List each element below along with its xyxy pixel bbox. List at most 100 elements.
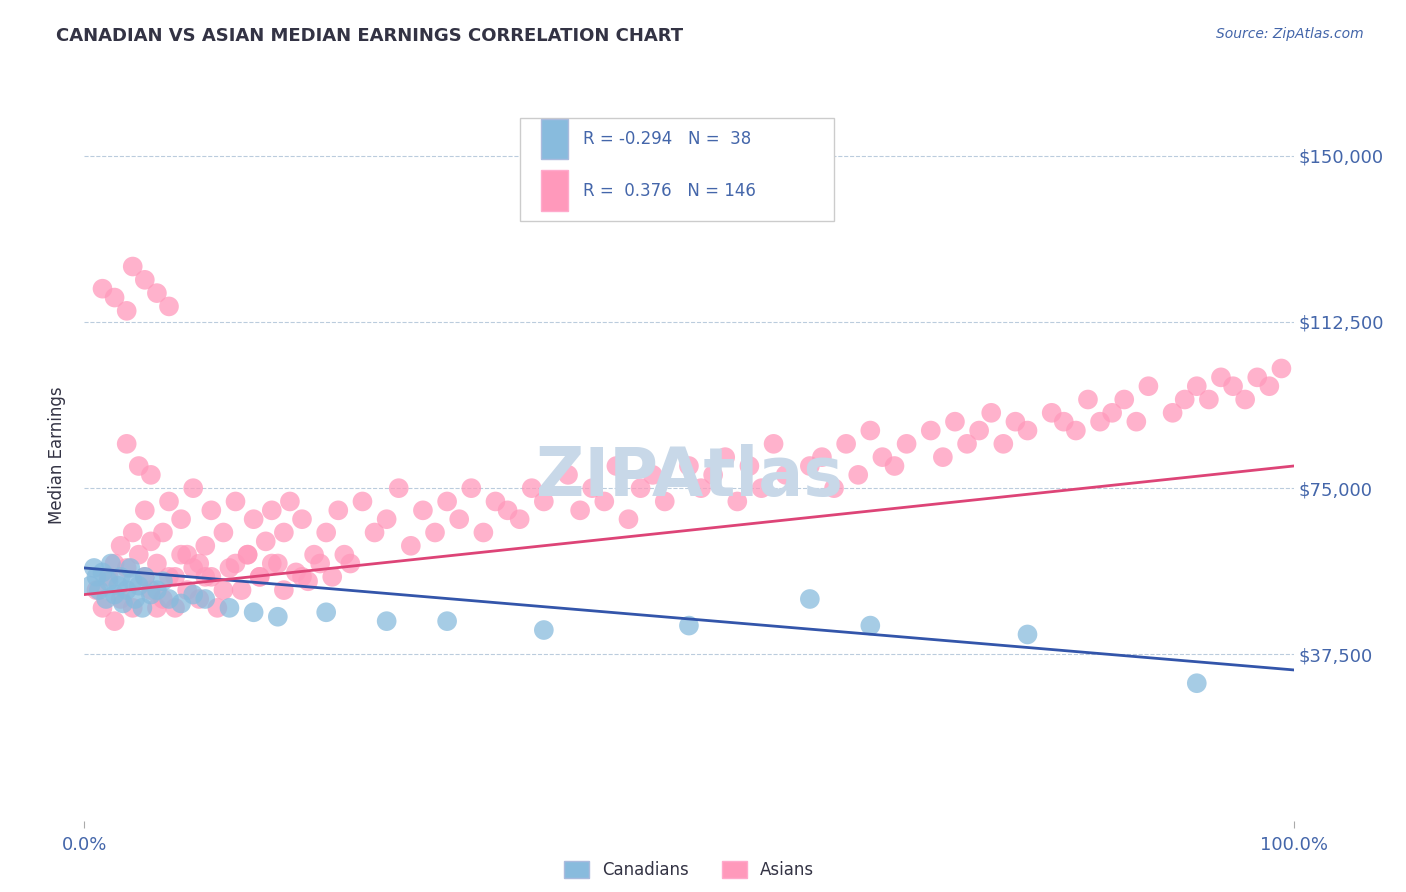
Point	[375, 614, 398, 628]
Point	[690, 481, 713, 495]
Point	[104, 614, 127, 628]
Point	[218, 600, 240, 615]
Point	[134, 273, 156, 287]
Point	[194, 592, 217, 607]
Point	[200, 503, 222, 517]
Point	[617, 512, 640, 526]
Point	[91, 282, 114, 296]
Point	[146, 600, 169, 615]
Point	[115, 437, 138, 451]
Point	[509, 512, 531, 526]
Point	[200, 570, 222, 584]
Point	[110, 539, 132, 553]
Point	[79, 579, 101, 593]
Point	[86, 583, 108, 598]
Point	[1137, 379, 1160, 393]
Point	[1222, 379, 1244, 393]
Point	[146, 286, 169, 301]
Point	[1004, 415, 1026, 429]
Point	[1017, 424, 1039, 438]
Point	[859, 424, 882, 438]
Point	[249, 570, 271, 584]
Point	[678, 458, 700, 473]
Legend: Canadians, Asians: Canadians, Asians	[557, 854, 821, 886]
Point	[165, 570, 187, 584]
Point	[273, 583, 295, 598]
Point	[1017, 627, 1039, 641]
Point	[484, 494, 506, 508]
Point	[115, 303, 138, 318]
Point	[1246, 370, 1268, 384]
Point	[932, 450, 955, 464]
Point	[883, 458, 905, 473]
Text: R = -0.294   N =  38: R = -0.294 N = 38	[582, 130, 751, 148]
Point	[363, 525, 385, 540]
Point	[194, 539, 217, 553]
Point	[1077, 392, 1099, 407]
Point	[1040, 406, 1063, 420]
Point	[291, 512, 314, 526]
Point	[799, 592, 821, 607]
Point	[557, 467, 579, 482]
Point	[1114, 392, 1136, 407]
Point	[225, 557, 247, 571]
Point	[139, 583, 162, 598]
Point	[630, 481, 652, 495]
Point	[128, 458, 150, 473]
FancyBboxPatch shape	[541, 120, 568, 160]
Point	[225, 494, 247, 508]
Point	[315, 525, 337, 540]
Point	[1185, 676, 1208, 690]
Point	[157, 300, 180, 314]
Text: ZIPAtlas: ZIPAtlas	[536, 444, 842, 510]
Point	[188, 592, 211, 607]
Point	[176, 548, 198, 562]
Point	[152, 592, 174, 607]
Point	[1101, 406, 1123, 420]
Point	[121, 600, 143, 615]
Point	[278, 494, 301, 508]
Point	[751, 481, 773, 495]
Point	[496, 503, 519, 517]
Point	[569, 503, 592, 517]
Point	[267, 557, 290, 571]
Point	[896, 437, 918, 451]
Point	[249, 570, 271, 584]
Point	[835, 437, 858, 451]
Point	[260, 557, 283, 571]
Point	[1198, 392, 1220, 407]
Point	[943, 415, 966, 429]
Point	[1053, 415, 1076, 429]
Point	[811, 450, 834, 464]
Point	[980, 406, 1002, 420]
Point	[297, 574, 319, 589]
Point	[146, 557, 169, 571]
Point	[107, 579, 129, 593]
Point	[134, 570, 156, 584]
Point	[83, 561, 105, 575]
Point	[967, 424, 990, 438]
Point	[799, 458, 821, 473]
Point	[291, 570, 314, 584]
Point	[352, 494, 374, 508]
Point	[1125, 415, 1147, 429]
Point	[236, 548, 259, 562]
Point	[207, 600, 229, 615]
Point	[231, 583, 253, 598]
Point	[131, 600, 153, 615]
Point	[993, 437, 1015, 451]
Point	[157, 570, 180, 584]
Point	[170, 512, 193, 526]
Point	[714, 450, 737, 464]
Point	[449, 512, 471, 526]
Point	[152, 525, 174, 540]
Point	[94, 592, 117, 607]
Point	[139, 534, 162, 549]
Point	[309, 557, 332, 571]
Point	[176, 583, 198, 598]
Point	[134, 503, 156, 517]
Text: Source: ZipAtlas.com: Source: ZipAtlas.com	[1216, 27, 1364, 41]
Point	[121, 574, 143, 589]
Point	[315, 605, 337, 619]
Point	[1185, 379, 1208, 393]
